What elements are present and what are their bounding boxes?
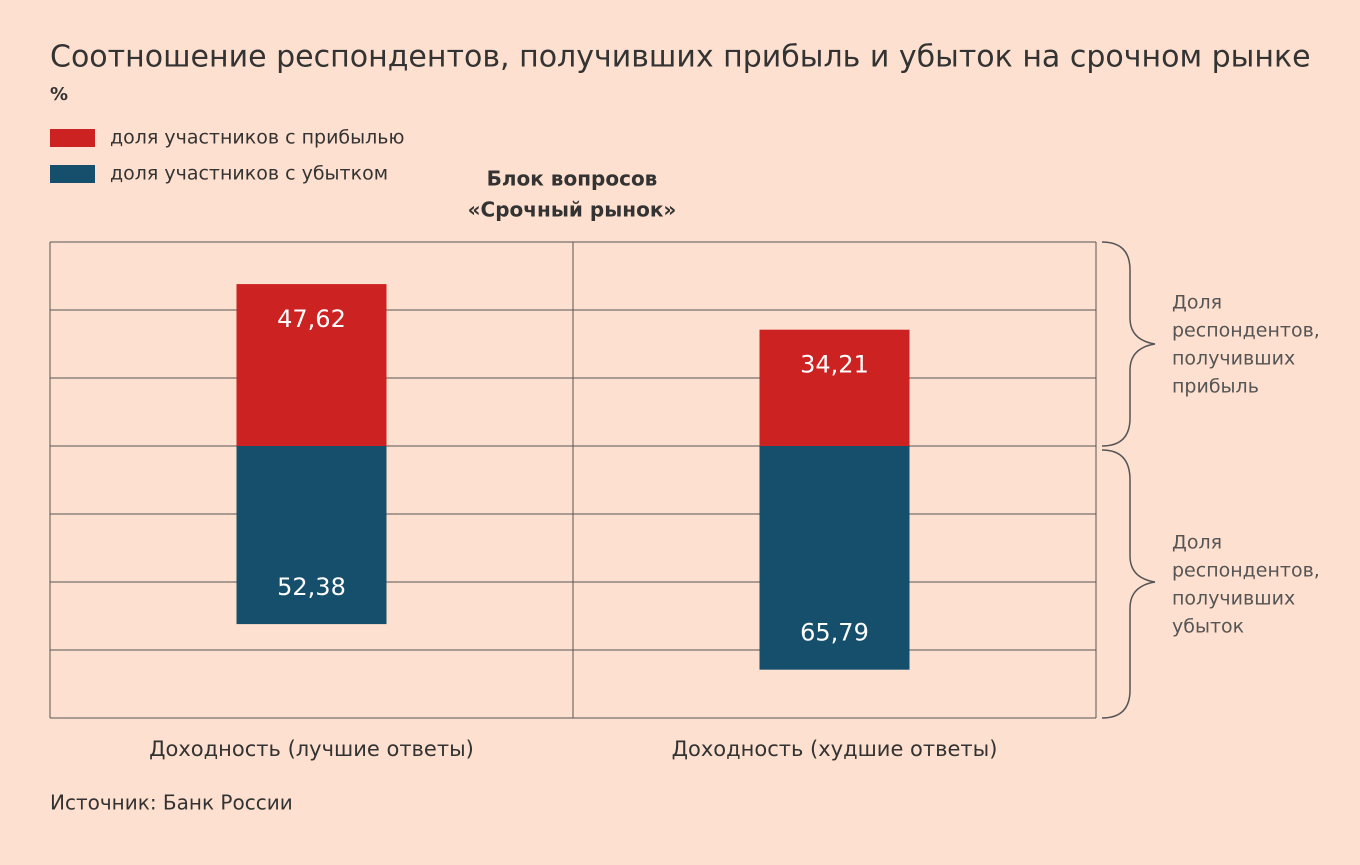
x-tick-label: Доходность (лучшие ответы) — [149, 737, 474, 761]
legend-swatch — [50, 129, 95, 147]
bar — [759, 329, 910, 446]
bar — [236, 284, 387, 446]
brace — [1101, 449, 1156, 719]
x-tick-label: Доходность (худшие ответы) — [672, 737, 998, 761]
value-label: 34,21 — [800, 351, 869, 379]
value-label: 52,38 — [277, 573, 346, 601]
value-label: 65,79 — [800, 619, 869, 647]
legend-swatch — [50, 165, 95, 183]
annotation: респондентов, — [1172, 320, 1320, 342]
legend-label: доля участников с прибылью — [110, 127, 404, 149]
brace — [1101, 241, 1156, 447]
annotation: получивших — [1172, 588, 1295, 610]
bar — [236, 446, 387, 625]
annotation: убыток — [1172, 616, 1244, 638]
bar — [759, 446, 910, 670]
annotation: получивших — [1172, 348, 1295, 370]
annotation: респондентов, — [1172, 560, 1320, 582]
source: Источник: Банк России — [50, 791, 293, 815]
chart-title: Соотношение респондентов, получивших при… — [50, 40, 1311, 75]
subtitle: «Срочный рынок» — [468, 198, 677, 222]
annotation: прибыль — [1172, 376, 1259, 398]
value-label: 47,62 — [277, 305, 346, 333]
subtitle: Блок вопросов — [487, 167, 658, 191]
units: % — [50, 84, 68, 105]
legend-label: доля участников с убытком — [110, 163, 388, 185]
annotation: Доля — [1172, 532, 1222, 554]
annotation: Доля — [1172, 292, 1222, 314]
